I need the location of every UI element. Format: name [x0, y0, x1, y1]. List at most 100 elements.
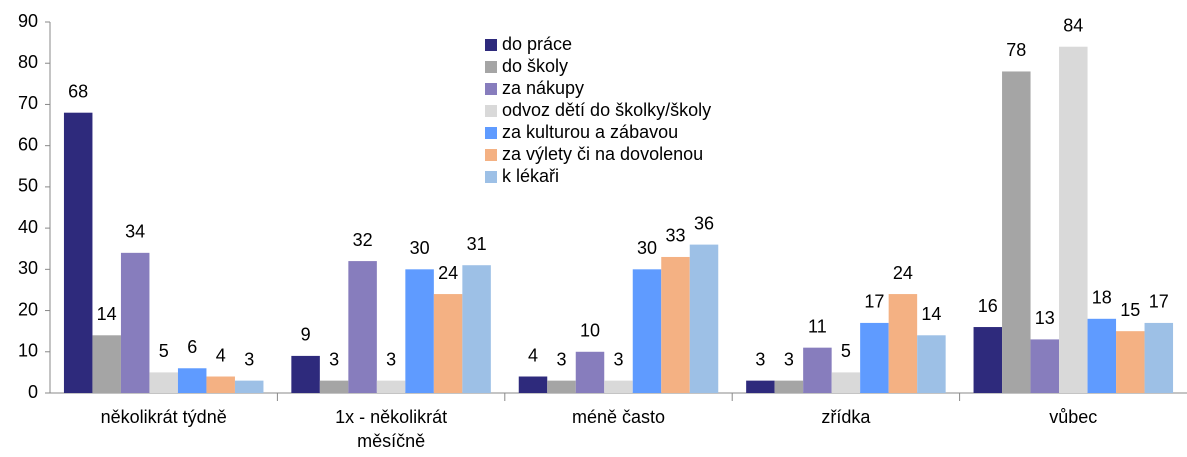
legend-label: za výlety či na dovolenou	[502, 144, 703, 164]
bar	[888, 294, 918, 393]
data-label: 30	[637, 238, 657, 258]
legend-swatch	[485, 83, 497, 95]
data-label: 17	[1149, 292, 1169, 312]
bar	[348, 261, 377, 393]
y-tick-label: 0	[28, 382, 38, 402]
bar	[1144, 322, 1174, 393]
bar	[803, 347, 832, 393]
data-label: 3	[386, 349, 396, 369]
data-label: 11	[808, 316, 827, 336]
legend-label: do školy	[502, 56, 568, 76]
data-label: 14	[97, 304, 117, 324]
bar	[746, 380, 775, 393]
y-tick-label: 90	[18, 11, 38, 31]
x-tick-label: méně často	[571, 407, 666, 427]
data-label: 4	[528, 345, 538, 365]
data-label: 78	[1006, 40, 1026, 60]
y-tick-label: 60	[18, 134, 38, 154]
bar	[1116, 331, 1145, 393]
data-label: 14	[921, 304, 941, 324]
data-label: 68	[68, 81, 88, 101]
bar	[774, 380, 804, 393]
y-tick-label: 30	[18, 258, 38, 278]
legend-swatch	[485, 149, 497, 161]
bar	[1030, 339, 1060, 393]
bar	[177, 368, 207, 393]
bar	[149, 372, 178, 393]
bar	[319, 380, 349, 393]
bar	[1002, 71, 1031, 393]
legend-swatch	[485, 61, 497, 73]
bar	[917, 335, 946, 393]
data-label: 6	[187, 337, 197, 357]
bar	[1059, 46, 1088, 393]
y-tick-label: 20	[18, 299, 38, 319]
legend-label: odvoz dětí do školky/školy	[502, 100, 711, 120]
data-label: 9	[301, 325, 311, 345]
data-label: 13	[1035, 308, 1055, 328]
bar	[92, 335, 121, 393]
legend-label: k lékaři	[502, 166, 559, 186]
data-label: 17	[864, 292, 884, 312]
bar	[973, 327, 1003, 393]
bar	[831, 372, 861, 393]
bar	[120, 252, 150, 393]
y-tick-label: 50	[18, 176, 38, 196]
bar	[405, 269, 434, 393]
legend-swatch	[485, 127, 497, 139]
bar	[63, 112, 93, 393]
x-tick-label: vůbec	[1049, 407, 1098, 427]
bar	[632, 269, 662, 393]
bar	[661, 256, 690, 393]
legend-label: do práce	[502, 34, 572, 54]
bar	[689, 244, 719, 393]
bar	[518, 376, 548, 393]
data-label: 3	[244, 349, 254, 369]
data-label: 3	[329, 349, 339, 369]
data-label: 4	[216, 345, 226, 365]
data-label: 34	[125, 222, 145, 242]
x-tick-label: 1x - několikrát měsíčně	[335, 407, 448, 451]
bar	[1087, 318, 1117, 393]
bar	[376, 380, 406, 393]
bar	[291, 355, 320, 393]
bar	[860, 322, 889, 393]
legend-swatch	[485, 105, 497, 117]
y-tick-label: 80	[18, 52, 38, 72]
data-label: 3	[755, 349, 765, 369]
data-label: 24	[893, 263, 913, 283]
bar	[206, 376, 235, 393]
data-label: 24	[438, 263, 458, 283]
data-label: 33	[665, 226, 685, 246]
data-label: 16	[978, 296, 998, 316]
data-label: 36	[694, 213, 714, 233]
data-label: 3	[556, 349, 566, 369]
data-label: 32	[353, 230, 373, 250]
data-label: 10	[580, 321, 600, 341]
legend-swatch	[485, 39, 497, 51]
bar	[234, 380, 264, 393]
data-label: 31	[467, 234, 487, 254]
data-label: 30	[410, 238, 430, 258]
x-tick-label: zřídka	[821, 407, 871, 427]
y-tick-label: 70	[18, 93, 38, 113]
data-label: 5	[841, 341, 851, 361]
legend-swatch	[485, 171, 497, 183]
data-label: 3	[784, 349, 794, 369]
bar	[462, 265, 491, 393]
data-label: 84	[1063, 15, 1083, 35]
x-tick-label: několikrát týdně	[100, 407, 227, 427]
bar	[547, 380, 576, 393]
legend-label: za nákupy	[502, 78, 584, 98]
data-label: 3	[613, 349, 623, 369]
y-tick-label: 40	[18, 217, 38, 237]
y-tick-label: 10	[18, 341, 38, 361]
bar	[604, 380, 633, 393]
bar	[575, 351, 605, 393]
data-label: 15	[1120, 300, 1140, 320]
legend-label: za kulturou a zábavou	[502, 122, 678, 142]
data-label: 5	[159, 341, 169, 361]
bar	[433, 294, 463, 393]
